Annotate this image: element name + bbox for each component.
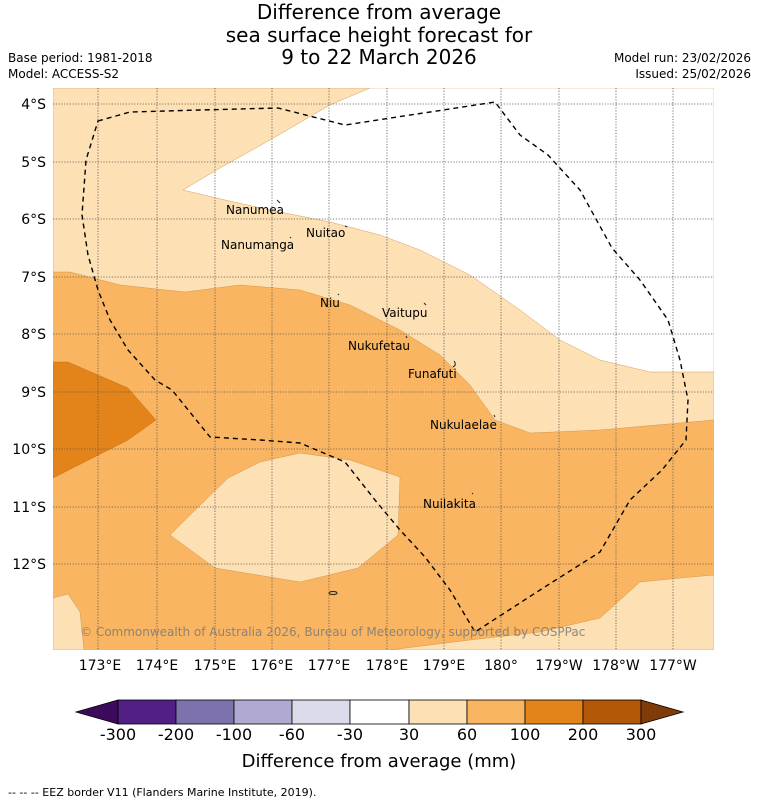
copyright-text: © Commonwealth of Australia 2026, Bureau…: [80, 625, 585, 639]
island-nanumanga: [289, 236, 292, 239]
island-nanumea: [276, 199, 281, 204]
lon-label: 173°E: [79, 658, 122, 674]
colorbar-segment: [640, 699, 685, 725]
islands: [276, 199, 496, 595]
colorbar-segment: [582, 699, 642, 725]
model-name: Model: ACCESS-S2: [8, 67, 120, 81]
lon-label: 179°E: [423, 658, 466, 674]
place-nuilakita: Nuilakita: [423, 497, 476, 511]
lat-label: 12°S: [12, 557, 46, 573]
band-30-60-southwest: [53, 593, 85, 650]
lat-label: 4°S: [21, 97, 46, 113]
colorbar-segment: [117, 699, 177, 725]
base-period: Base period: 1981-2018: [8, 51, 153, 65]
eez-border: [81, 101, 689, 633]
title-line-3: 9 to 22 March 2026: [281, 45, 477, 69]
place-nanumea: Nanumea: [226, 203, 284, 217]
colorbar-label: 100: [509, 725, 541, 744]
lon-label: 176°E: [251, 658, 294, 674]
colorbar-segment: [74, 699, 119, 725]
eez-legend-note: -- -- -- EEZ border V11 (Flanders Marine…: [8, 786, 317, 799]
lat-label: 5°S: [21, 155, 46, 171]
lon-label: 179°W: [535, 658, 583, 674]
lon-label: 180°: [484, 658, 518, 674]
lon-label: 174°E: [136, 658, 179, 674]
colorbar-label: 30: [398, 725, 420, 744]
lat-label: 6°S: [21, 212, 46, 228]
band-30-60-south-blob: [169, 452, 401, 583]
place-niu: Niu: [320, 296, 340, 310]
island-south: [328, 591, 338, 595]
lon-label: 175°E: [194, 658, 237, 674]
colorbar-label: -300: [99, 725, 137, 744]
colorbar-label: -200: [157, 725, 195, 744]
colorbar-segment: [175, 699, 235, 725]
model-run: Model run: 23/02/2026: [613, 51, 751, 65]
colorbar-title: Difference from average (mm): [241, 751, 517, 772]
lon-label: 178°E: [366, 658, 409, 674]
island-nuitao: [344, 225, 348, 228]
colorbar-label: -30: [336, 725, 364, 744]
lon-label: 177°W: [649, 658, 697, 674]
colorbar-label: 60: [456, 725, 478, 744]
colorbar-segment: [233, 699, 293, 725]
colorbar-label: -100: [215, 725, 253, 744]
gridlines: [53, 88, 714, 650]
island-funafuti: [452, 360, 456, 368]
place-funafuti: Funafuti: [408, 367, 457, 381]
lat-label: 10°S: [12, 442, 46, 458]
place-nanumanga: Nanumanga: [221, 238, 294, 252]
band-30-60-southeast: [389, 574, 714, 650]
colorbar-label: 300: [625, 725, 657, 744]
colorbar-segment: [466, 699, 526, 725]
place-nukufetau: Nukufetau: [348, 339, 410, 353]
lat-label: 8°S: [21, 327, 46, 343]
colorbar-segment: [349, 699, 410, 725]
colorbar-segment: [291, 699, 351, 725]
island-nukulaelae: [493, 414, 496, 418]
colorbar-segment: [524, 699, 584, 725]
place-vaitupu: Vaitupu: [382, 306, 428, 320]
place-nukulaelae: Nukulaelae: [430, 418, 497, 432]
title-line-2: sea surface height forecast for: [225, 23, 533, 47]
colorbar-label: -60: [278, 725, 306, 744]
island-nukufetau: [405, 335, 408, 339]
place-nuitao: Nuitao: [306, 226, 345, 240]
lat-label: 9°S: [21, 385, 46, 401]
lon-label: 177°E: [308, 658, 351, 674]
colorbar-label: 200: [567, 725, 599, 744]
band-30-30-white: [182, 88, 714, 373]
colorbar: [74, 699, 685, 725]
issued-date: Issued: 25/02/2026: [635, 67, 751, 81]
colorbar-segment: [408, 699, 468, 725]
title-line-1: Difference from average: [256, 0, 502, 24]
island-nuilakita: [471, 492, 474, 495]
lat-label: 11°S: [12, 500, 46, 516]
island-niu: [337, 293, 340, 296]
contour-fills: [53, 88, 714, 650]
lat-label: 7°S: [21, 270, 46, 286]
lon-label: 178°W: [592, 658, 640, 674]
island-vaitupu: [423, 302, 427, 306]
